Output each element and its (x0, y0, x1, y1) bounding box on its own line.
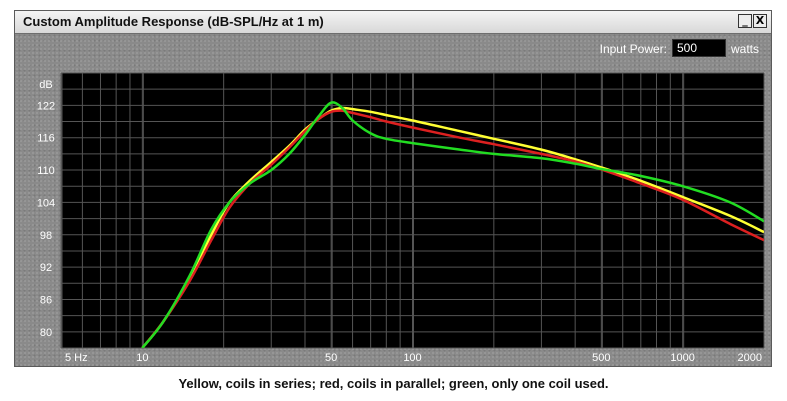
input-power-label: Input Power: (599, 42, 667, 56)
window-title: Custom Amplitude Response (dB-SPL/Hz at … (23, 14, 324, 29)
tick-labels: dB 80 86 92 98 104 110 116 122 5 Hz 10 50 100 500 1000… (37, 79, 762, 364)
series (141, 101, 764, 348)
y-tick-label: 92 (40, 262, 52, 274)
minimize-button[interactable]: _ (738, 14, 752, 28)
x-tick-label: 2000 (738, 352, 762, 364)
grid (60, 72, 765, 349)
y-tick-label: 98 (40, 230, 52, 242)
x-tick-label: 10 (136, 352, 148, 364)
y-axis-label: dB (39, 79, 52, 91)
input-power-field[interactable] (672, 39, 726, 57)
x-tick-label: 100 (403, 352, 421, 364)
y-tick-label: 86 (40, 294, 52, 306)
y-tick-label: 104 (37, 197, 55, 209)
title-bar[interactable]: Custom Amplitude Response (dB-SPL/Hz at … (15, 11, 771, 34)
input-power-unit: watts (731, 42, 760, 56)
close-button[interactable]: X (753, 14, 767, 28)
series-line-3 (141, 101, 764, 348)
y-tick-label: 110 (37, 165, 55, 177)
response-chart: dB 80 86 92 98 104 110 116 122 5 Hz 10 50 100 500 1000… (37, 72, 765, 364)
x-tick-label: 50 (325, 352, 337, 364)
y-tick-label: 122 (37, 100, 55, 112)
x-tick-label: 1000 (670, 352, 694, 364)
figure-caption: Yellow, coils in series; red, coils in p… (178, 376, 609, 391)
x-tick-label: 500 (592, 352, 610, 364)
y-tick-label: 80 (40, 327, 52, 339)
x-tick-label: 5 Hz (65, 352, 88, 364)
y-tick-label: 116 (37, 133, 55, 145)
